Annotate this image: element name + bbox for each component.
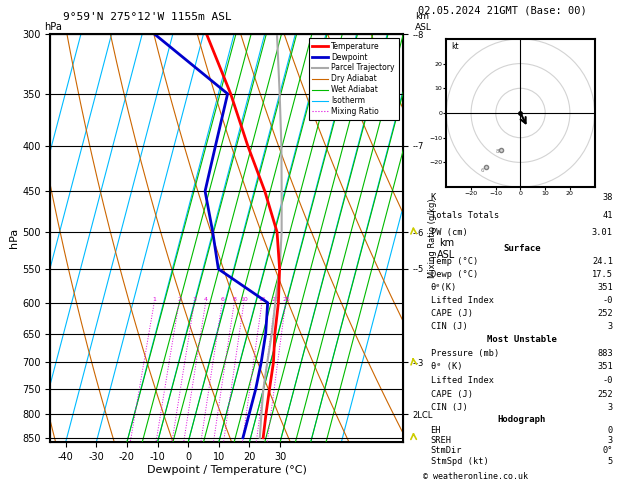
Text: 4: 4 <box>204 297 208 302</box>
Text: Mixing Ratio (g/kg): Mixing Ratio (g/kg) <box>428 198 437 278</box>
Text: θᵉ(K): θᵉ(K) <box>431 283 457 292</box>
Text: 3: 3 <box>608 322 613 331</box>
Text: 8: 8 <box>496 149 499 154</box>
Text: StmSpd (kt): StmSpd (kt) <box>431 457 488 466</box>
Text: 25: 25 <box>282 297 290 302</box>
Text: Most Unstable: Most Unstable <box>487 335 557 344</box>
Y-axis label: hPa: hPa <box>9 228 19 248</box>
Text: θᵉ (K): θᵉ (K) <box>431 363 462 371</box>
Text: Pressure (mb): Pressure (mb) <box>431 349 499 358</box>
Text: 17.5: 17.5 <box>592 270 613 278</box>
Text: PW (cm): PW (cm) <box>431 228 467 237</box>
Text: 3: 3 <box>192 297 197 302</box>
Text: 1: 1 <box>153 297 157 302</box>
Text: StmDir: StmDir <box>431 447 462 455</box>
Text: CAPE (J): CAPE (J) <box>431 390 472 399</box>
Text: -0: -0 <box>603 376 613 385</box>
Text: Lifted Index: Lifted Index <box>431 296 494 305</box>
Text: 883: 883 <box>597 349 613 358</box>
Text: 3: 3 <box>608 403 613 412</box>
Text: 2: 2 <box>177 297 181 302</box>
Legend: Temperature, Dewpoint, Parcel Trajectory, Dry Adiabat, Wet Adiabat, Isotherm, Mi: Temperature, Dewpoint, Parcel Trajectory… <box>308 38 399 120</box>
Text: CIN (J): CIN (J) <box>431 322 467 331</box>
Text: 252: 252 <box>597 390 613 399</box>
Text: -0: -0 <box>603 296 613 305</box>
Text: CAPE (J): CAPE (J) <box>431 309 472 318</box>
Text: 15: 15 <box>259 297 266 302</box>
Text: 6: 6 <box>481 168 484 174</box>
Text: 0°: 0° <box>603 447 613 455</box>
Text: 252: 252 <box>597 309 613 318</box>
Text: EH: EH <box>431 426 441 434</box>
Text: Lifted Index: Lifted Index <box>431 376 494 385</box>
Text: kt: kt <box>452 42 459 51</box>
Text: 02.05.2024 21GMT (Base: 00): 02.05.2024 21GMT (Base: 00) <box>418 5 587 16</box>
Text: SREH: SREH <box>431 436 452 445</box>
Text: 0: 0 <box>608 426 613 434</box>
Text: 3.01: 3.01 <box>592 228 613 237</box>
Text: Surface: Surface <box>503 243 540 253</box>
Text: Dewp (°C): Dewp (°C) <box>431 270 478 278</box>
Text: 9°59'N 275°12'W 1155m ASL: 9°59'N 275°12'W 1155m ASL <box>63 12 231 22</box>
Text: Temp (°C): Temp (°C) <box>431 257 478 266</box>
Text: 20: 20 <box>272 297 279 302</box>
Text: 5: 5 <box>608 457 613 466</box>
Text: 38: 38 <box>603 193 613 202</box>
Text: CIN (J): CIN (J) <box>431 403 467 412</box>
Text: 351: 351 <box>597 363 613 371</box>
Text: Hodograph: Hodograph <box>498 415 546 424</box>
Text: 351: 351 <box>597 283 613 292</box>
Text: © weatheronline.co.uk: © weatheronline.co.uk <box>423 472 528 481</box>
Text: K: K <box>431 193 436 202</box>
Text: km
ASL: km ASL <box>415 12 432 32</box>
Y-axis label: km
ASL: km ASL <box>437 238 455 260</box>
Text: hPa: hPa <box>44 21 62 32</box>
Text: 6: 6 <box>221 297 225 302</box>
Text: 24.1: 24.1 <box>592 257 613 266</box>
Text: Totals Totals: Totals Totals <box>431 211 499 220</box>
X-axis label: Dewpoint / Temperature (°C): Dewpoint / Temperature (°C) <box>147 465 306 475</box>
Text: 10: 10 <box>240 297 248 302</box>
Text: 3: 3 <box>608 436 613 445</box>
Text: 41: 41 <box>603 211 613 220</box>
Text: 8: 8 <box>233 297 237 302</box>
